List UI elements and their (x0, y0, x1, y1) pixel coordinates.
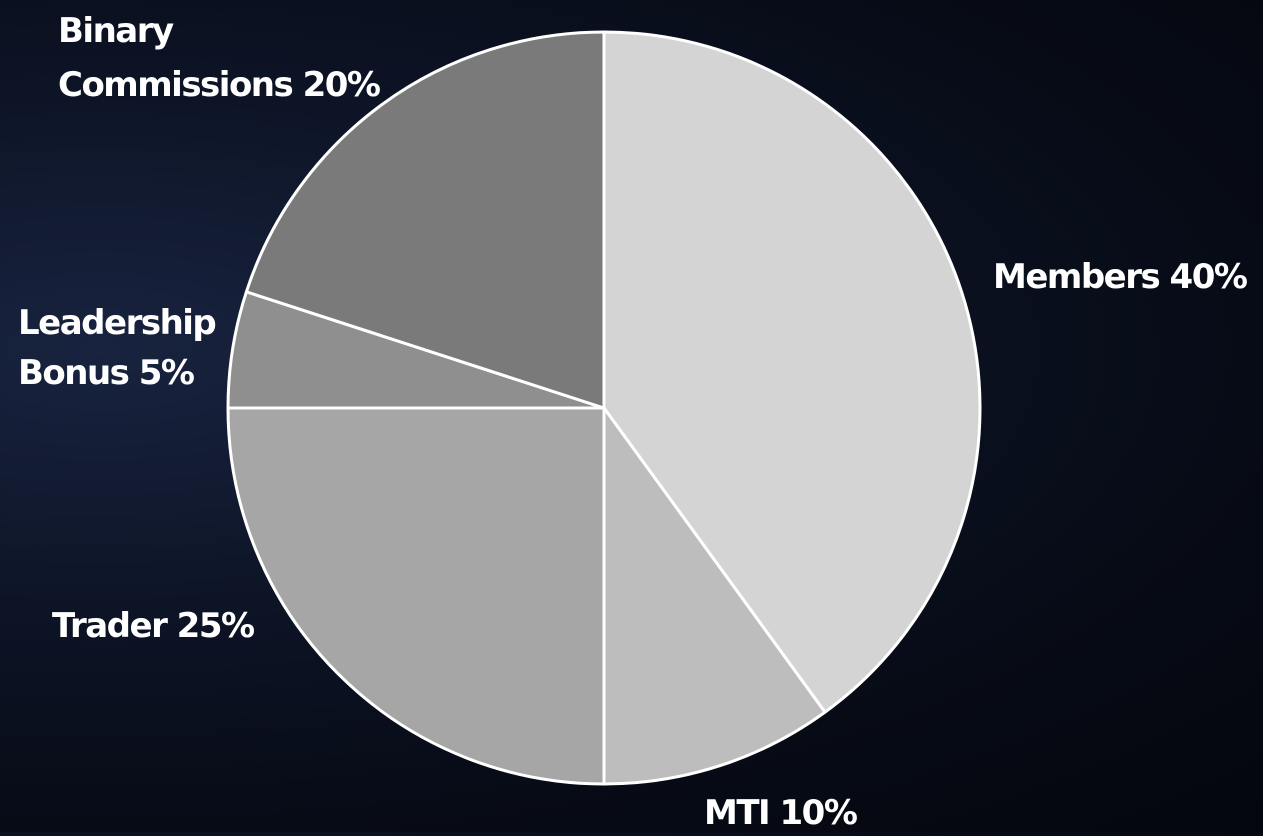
pie-label-members: Members 40% (993, 257, 1247, 297)
pie-slice-trader (226, 406, 606, 786)
pie-label-leadership-bonus: Leadership Bonus 5% (18, 303, 215, 393)
pie-slice-members (602, 30, 982, 714)
pie-label-line: Bonus 5% (18, 353, 194, 393)
labels-layer: Members 40% MTI 10% Trader 25% Leadership Bo… (18, 11, 1248, 833)
pie-label-mti: MTI 10% (704, 793, 857, 832)
pie-label-line: MTI 10% (704, 793, 857, 832)
pie-slice-mti (602, 406, 827, 786)
pie-label-line: Members 40% (993, 257, 1247, 297)
slices-layer (226, 30, 982, 786)
pie-label-line: Trader 25% (52, 606, 254, 646)
pie-label-binary-commissions: Binary Commissions 20% (58, 11, 380, 105)
pie-label-line: Leadership (18, 303, 215, 343)
pie-label-trader: Trader 25% (52, 606, 254, 646)
pie-slice-binary-commissions (244, 30, 606, 410)
pie-label-line: Binary (58, 11, 174, 51)
pie-label-line: Commissions 20% (58, 65, 380, 105)
